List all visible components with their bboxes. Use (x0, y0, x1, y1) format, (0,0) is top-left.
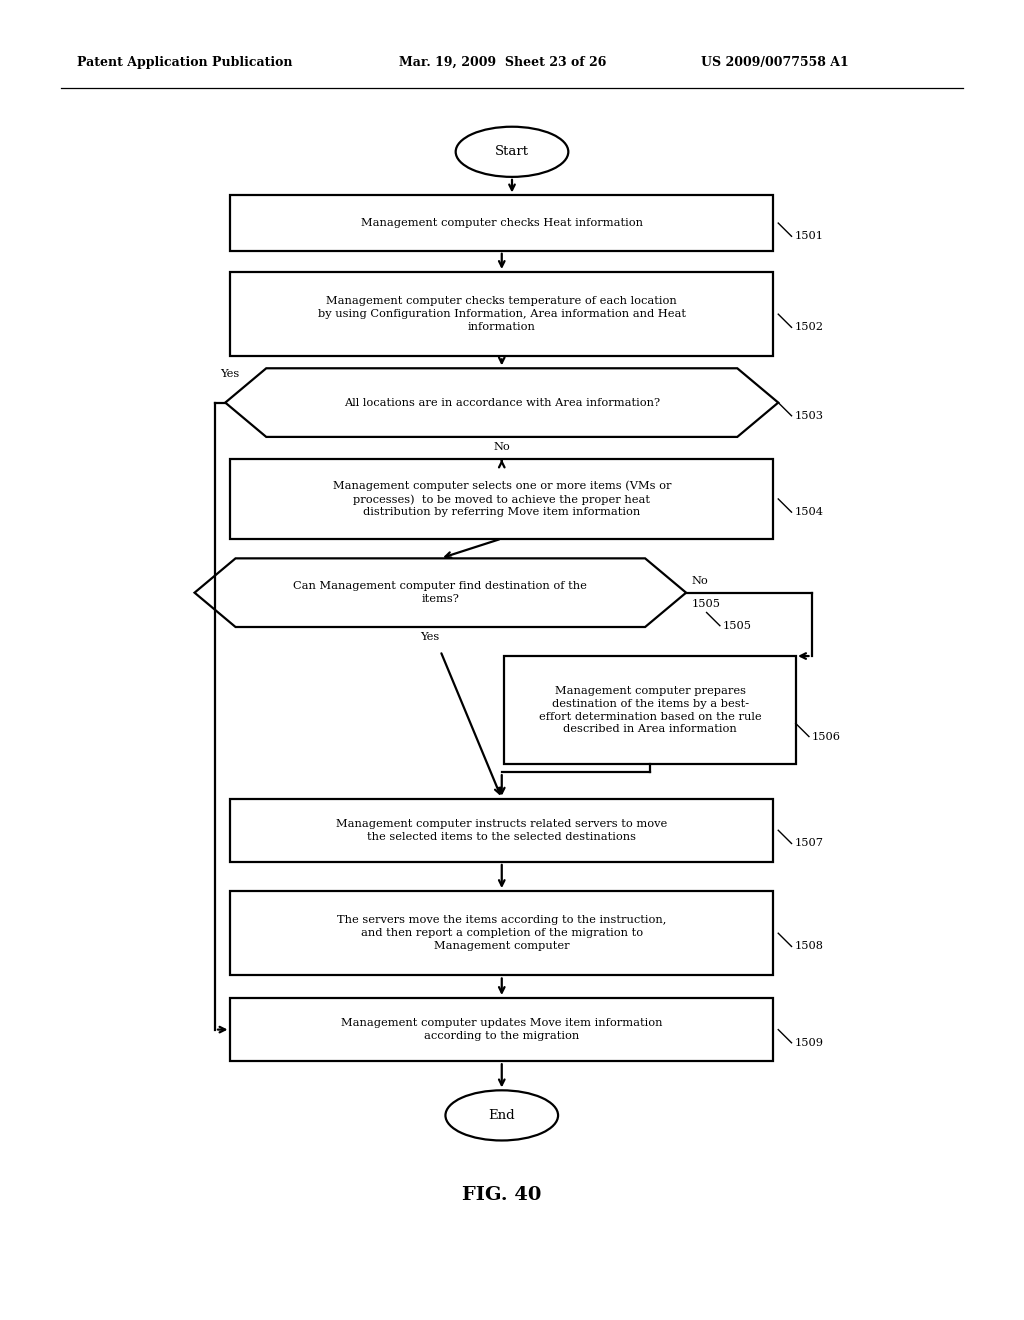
Text: 1509: 1509 (795, 1038, 823, 1048)
Ellipse shape (445, 1090, 558, 1140)
Text: 1505: 1505 (723, 620, 752, 631)
FancyBboxPatch shape (230, 799, 773, 862)
Text: Yes: Yes (421, 632, 439, 643)
FancyBboxPatch shape (230, 998, 773, 1061)
Text: Management computer prepares
destination of the items by a best-
effort determin: Management computer prepares destination… (539, 686, 762, 734)
Ellipse shape (456, 127, 568, 177)
Text: FIG. 40: FIG. 40 (462, 1185, 542, 1204)
Text: 1505: 1505 (691, 599, 720, 610)
Text: Can Management computer find destination of the
items?: Can Management computer find destination… (294, 581, 587, 605)
FancyBboxPatch shape (230, 459, 773, 539)
Text: 1501: 1501 (795, 231, 823, 242)
Text: End: End (488, 1109, 515, 1122)
Text: 1508: 1508 (795, 941, 823, 952)
FancyBboxPatch shape (505, 656, 797, 764)
FancyBboxPatch shape (230, 891, 773, 975)
Text: Mar. 19, 2009  Sheet 23 of 26: Mar. 19, 2009 Sheet 23 of 26 (399, 55, 607, 69)
Text: 1502: 1502 (795, 322, 823, 333)
Text: Patent Application Publication: Patent Application Publication (77, 55, 292, 69)
FancyBboxPatch shape (230, 195, 773, 251)
Text: All locations are in accordance with Area information?: All locations are in accordance with Are… (344, 397, 659, 408)
Text: No: No (691, 576, 708, 586)
Text: US 2009/0077558 A1: US 2009/0077558 A1 (701, 55, 849, 69)
Polygon shape (225, 368, 778, 437)
Text: 1506: 1506 (812, 731, 841, 742)
Text: Management computer instructs related servers to move
the selected items to the : Management computer instructs related se… (336, 818, 668, 842)
Text: 1507: 1507 (795, 838, 823, 849)
Text: Management computer updates Move item information
according to the migration: Management computer updates Move item in… (341, 1018, 663, 1041)
FancyBboxPatch shape (230, 272, 773, 356)
Text: Management computer checks temperature of each location
by using Configuration I: Management computer checks temperature o… (317, 297, 686, 331)
Text: Start: Start (495, 145, 529, 158)
Text: 1503: 1503 (795, 411, 823, 421)
Text: Yes: Yes (220, 368, 240, 379)
Polygon shape (195, 558, 686, 627)
Text: No: No (494, 442, 510, 453)
Text: Management computer selects one or more items (VMs or
processes)  to be moved to: Management computer selects one or more … (333, 480, 671, 517)
Text: The servers move the items according to the instruction,
and then report a compl: The servers move the items according to … (337, 916, 667, 950)
Text: Management computer checks Heat information: Management computer checks Heat informat… (360, 218, 643, 228)
Text: 1504: 1504 (795, 507, 823, 517)
